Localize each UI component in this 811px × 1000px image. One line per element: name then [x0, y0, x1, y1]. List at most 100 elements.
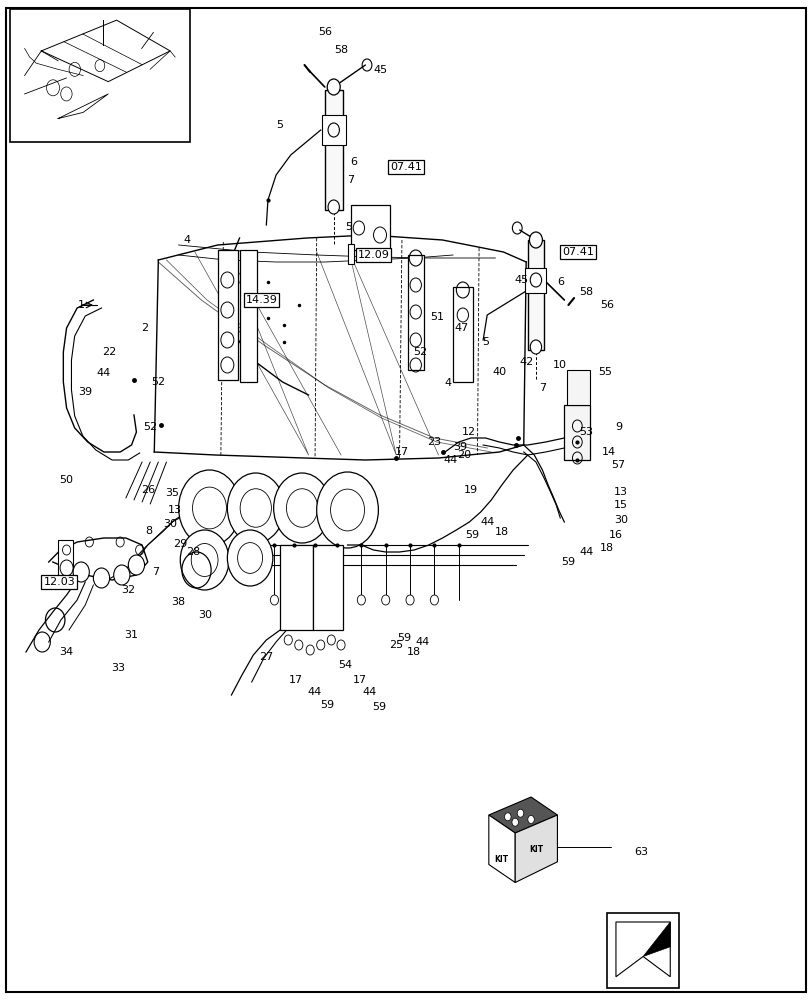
Bar [324, 90, 342, 210]
Text: 28: 28 [186, 547, 200, 557]
Text: 51: 51 [429, 312, 444, 322]
Text: 40: 40 [491, 367, 506, 377]
Circle shape [337, 640, 345, 650]
Text: 59: 59 [371, 702, 386, 712]
Text: 58: 58 [333, 45, 348, 55]
Circle shape [180, 530, 229, 590]
Circle shape [511, 818, 517, 826]
Bar [312, 545, 343, 630]
Text: 12.03: 12.03 [43, 577, 75, 587]
Text: 56: 56 [317, 27, 332, 37]
Text: 6: 6 [556, 277, 563, 287]
Circle shape [327, 635, 335, 645]
Circle shape [316, 472, 378, 548]
Bar [566, 370, 589, 405]
Text: 39: 39 [453, 442, 467, 452]
Circle shape [316, 640, 324, 650]
Text: 18: 18 [494, 527, 508, 537]
Bar [347, 244, 354, 264]
Circle shape [406, 595, 414, 605]
Text: 30: 30 [198, 610, 212, 620]
Text: 29: 29 [173, 539, 187, 549]
Bar [58, 540, 73, 578]
Text: 53: 53 [578, 427, 593, 437]
Text: 7: 7 [152, 567, 159, 577]
Circle shape [60, 560, 73, 576]
Text: 59: 59 [320, 700, 334, 710]
Circle shape [530, 340, 541, 354]
Text: 33: 33 [110, 663, 125, 673]
Text: 25: 25 [388, 640, 403, 650]
Polygon shape [488, 815, 514, 882]
Circle shape [284, 635, 292, 645]
Text: 2: 2 [141, 323, 148, 333]
Text: 52: 52 [151, 377, 165, 387]
Text: 7: 7 [539, 383, 545, 393]
Text: 31: 31 [124, 630, 139, 640]
Circle shape [114, 565, 130, 585]
Text: 15: 15 [613, 500, 628, 510]
Text: 9: 9 [615, 422, 621, 432]
Text: 35: 35 [165, 488, 179, 498]
Bar [525, 268, 546, 293]
Text: 12: 12 [461, 427, 476, 437]
Text: 44: 44 [479, 517, 494, 527]
Circle shape [381, 595, 389, 605]
Text: 56: 56 [599, 300, 614, 310]
Text: 44: 44 [414, 637, 429, 647]
Text: 52: 52 [413, 347, 427, 357]
Text: 34: 34 [59, 647, 74, 657]
Circle shape [353, 221, 364, 235]
Text: 47: 47 [453, 323, 468, 333]
Text: 50: 50 [59, 475, 74, 485]
Circle shape [517, 809, 523, 817]
Bar [350, 205, 389, 250]
Circle shape [306, 645, 314, 655]
Circle shape [328, 200, 339, 214]
Text: 5: 5 [277, 120, 283, 130]
Circle shape [430, 595, 438, 605]
Polygon shape [616, 922, 669, 977]
Text: KIT: KIT [529, 845, 543, 854]
Circle shape [227, 530, 272, 586]
Text: 10: 10 [552, 360, 567, 370]
Text: 13: 13 [613, 487, 628, 497]
Bar [10, 9, 190, 142]
Circle shape [290, 595, 298, 605]
Text: 45: 45 [513, 275, 528, 285]
Circle shape [333, 595, 341, 605]
Circle shape [294, 640, 303, 650]
Text: 16: 16 [607, 530, 622, 540]
Circle shape [530, 273, 541, 287]
Text: 27: 27 [259, 652, 273, 662]
Circle shape [270, 595, 278, 605]
Text: 8: 8 [145, 526, 152, 536]
Text: 17: 17 [289, 675, 303, 685]
Text: 63: 63 [633, 847, 648, 857]
Text: 55: 55 [597, 367, 611, 377]
Circle shape [373, 227, 386, 243]
Circle shape [529, 232, 542, 248]
Circle shape [357, 595, 365, 605]
Text: 14.39: 14.39 [245, 295, 277, 305]
Text: 52: 52 [143, 422, 157, 432]
Bar [453, 287, 473, 382]
Bar [280, 545, 312, 630]
Circle shape [273, 473, 330, 543]
Text: 7: 7 [347, 175, 354, 185]
Text: 44: 44 [97, 368, 111, 378]
Bar [527, 240, 543, 350]
Text: 38: 38 [171, 597, 186, 607]
Text: 12.09: 12.09 [357, 250, 389, 260]
Circle shape [73, 562, 89, 582]
Text: 17: 17 [352, 675, 367, 685]
Polygon shape [514, 815, 556, 882]
Polygon shape [642, 922, 669, 956]
Text: 5: 5 [345, 222, 352, 232]
Text: 45: 45 [372, 65, 387, 75]
Bar [217, 250, 238, 380]
Text: KIT: KIT [494, 856, 508, 864]
Bar [607, 913, 678, 988]
Circle shape [504, 813, 510, 821]
Text: 14: 14 [601, 447, 616, 457]
